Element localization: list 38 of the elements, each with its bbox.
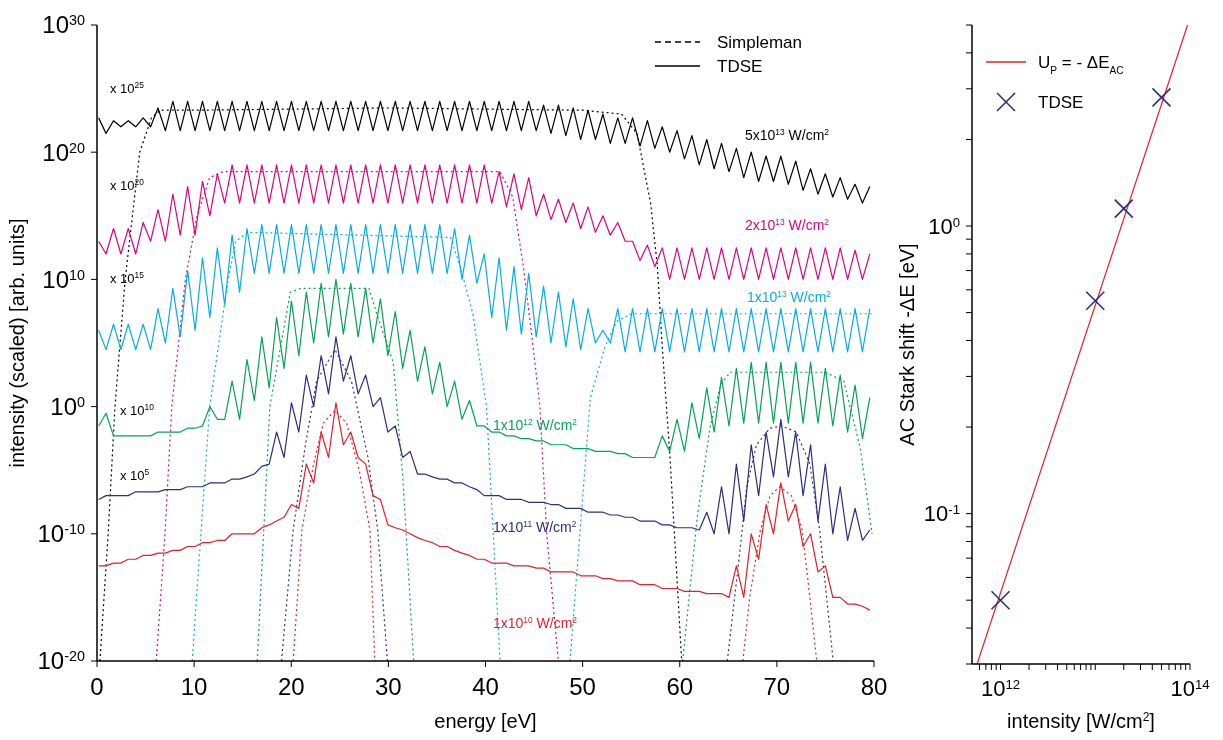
x-axis-title: energy [eV] — [434, 710, 537, 732]
x-tick-label: 10$^{12}$ — [980, 676, 1021, 701]
x-tick-label: 10 — [180, 673, 208, 700]
series-label: 5x10$^{13}$ W/cm$^{2}$ — [745, 127, 830, 143]
x-axis-title: intensity [W/cm$^{2}$] — [1007, 710, 1155, 732]
x-tick-label: 0 — [90, 673, 104, 700]
y-tick-label: 10$^{-10}$ — [37, 520, 85, 548]
annotation: x 10$^{20}$ — [110, 176, 145, 193]
x-tick-label: 80 — [860, 673, 888, 700]
series-label: 1x10$^{13}$ W/cm$^{2}$ — [747, 289, 832, 305]
series-label: 1x10$^{11}$ W/cm$^{2}$ — [493, 519, 577, 535]
annotation: Simpleman — [717, 32, 803, 52]
x-tick-label: 70 — [763, 673, 791, 700]
y-tick-label: 10$^{0}$ — [50, 393, 85, 420]
y-tick-label: 10$^{-20}$ — [37, 647, 85, 675]
legend-label: U$_{P}$ = - ΔE$_{AC}$ — [1038, 52, 1124, 76]
x-tick-label: 10$^{14}$ — [1170, 676, 1210, 701]
x-tick-label: 30 — [375, 673, 402, 700]
y-tick-label: 10$^{30}$ — [42, 11, 85, 39]
x-tick-label: 40 — [472, 673, 499, 700]
annotation: x 10$^{25}$ — [110, 79, 145, 96]
y-tick-label: 10$^{10}$ — [42, 265, 85, 293]
annotation: x 10$^{5}$ — [120, 466, 150, 483]
series-label: 1x10$^{12}$ W/cm$^{2}$ — [493, 417, 578, 433]
y-tick-label: 10$^{20}$ — [42, 138, 85, 166]
y-tick-label: 10$^{-1}$ — [923, 501, 960, 527]
y-tick-label: 10$^{0}$ — [928, 213, 960, 239]
text: 1x10$^{10}$ W/cm$^{2}$ — [493, 615, 578, 631]
annotation: x 10$^{10}$ — [120, 401, 155, 418]
y-axis-title: intensity (scaled) [arb. units] — [6, 218, 28, 468]
y-axis-title: AC Stark shift -ΔE [eV] — [896, 243, 918, 446]
x-tick-label: 60 — [666, 673, 694, 700]
x-tick-label: 20 — [277, 673, 305, 700]
series-label: 2x10$^{13}$ W/cm$^{2}$ — [745, 217, 830, 233]
annotation: TDSE — [717, 56, 763, 76]
annotation: x 10$^{15}$ — [110, 269, 145, 286]
x-tick-label: 50 — [569, 673, 596, 700]
legend-label: TDSE — [1038, 92, 1084, 112]
